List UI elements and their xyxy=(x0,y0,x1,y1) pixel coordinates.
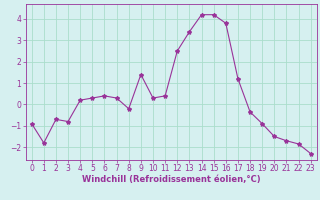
X-axis label: Windchill (Refroidissement éolien,°C): Windchill (Refroidissement éolien,°C) xyxy=(82,175,260,184)
